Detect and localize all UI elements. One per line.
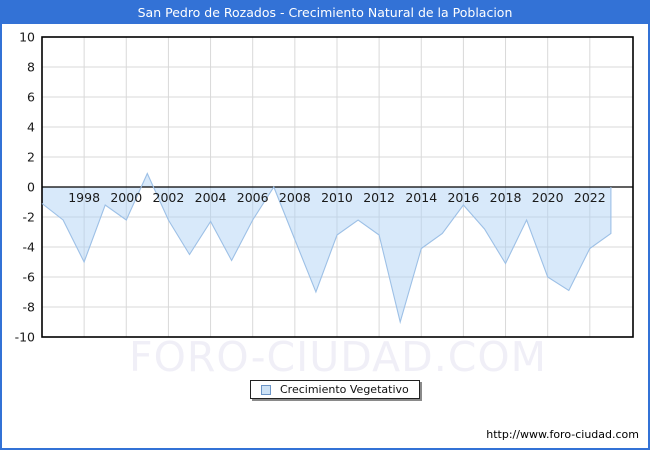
svg-text:2012: 2012: [363, 190, 395, 205]
svg-text:2008: 2008: [279, 190, 311, 205]
svg-text:-6: -6: [23, 270, 36, 285]
svg-text:-2: -2: [23, 210, 35, 225]
svg-text:2000: 2000: [110, 190, 142, 205]
legend-box: Crecimiento Vegetativo: [250, 380, 420, 399]
svg-text:10: 10: [19, 30, 35, 45]
svg-text:2016: 2016: [447, 190, 479, 205]
svg-text:2022: 2022: [574, 190, 606, 205]
svg-text:2020: 2020: [532, 190, 564, 205]
svg-text:2010: 2010: [321, 190, 353, 205]
source-url: http://www.foro-ciudad.com: [486, 428, 639, 441]
svg-text:2004: 2004: [195, 190, 227, 205]
svg-text:8: 8: [27, 60, 35, 75]
svg-text:2006: 2006: [237, 190, 269, 205]
legend-marker-icon: [261, 384, 271, 395]
svg-text:-4: -4: [23, 240, 36, 255]
svg-text:2018: 2018: [490, 190, 522, 205]
svg-text:0: 0: [27, 180, 35, 195]
svg-text:2002: 2002: [153, 190, 185, 205]
svg-text:4: 4: [27, 120, 35, 135]
svg-text:2014: 2014: [405, 190, 437, 205]
svg-text:1998: 1998: [68, 190, 100, 205]
watermark-text: FORO-CIUDAD.COM: [129, 333, 548, 381]
legend-label: Crecimiento Vegetativo: [280, 383, 409, 396]
svg-text:6: 6: [27, 90, 35, 105]
svg-text:-10: -10: [15, 330, 35, 345]
chart-title: San Pedro de Rozados - Crecimiento Natur…: [2, 2, 648, 24]
svg-text:2: 2: [27, 150, 35, 165]
svg-text:-8: -8: [23, 300, 36, 315]
